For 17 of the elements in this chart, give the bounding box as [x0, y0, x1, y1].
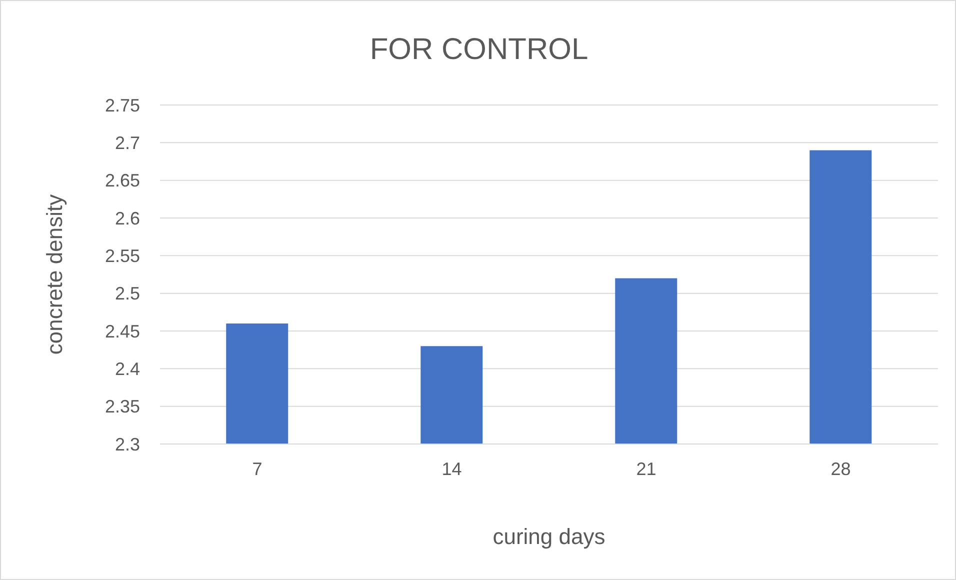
y-tick-label: 2.5: [114, 284, 140, 304]
y-tick-label: 2.6: [114, 208, 140, 228]
chart-title: FOR CONTROL: [368, 33, 590, 67]
y-tick-label: 2.55: [104, 246, 140, 266]
y-tick-label: 2.4: [114, 359, 140, 380]
y-tick-label: 2.75: [104, 95, 140, 116]
y-tick-label: 2.35: [104, 396, 140, 417]
x-axis-title: curing days: [492, 524, 606, 549]
x-tick-label: 28: [830, 458, 851, 479]
x-tick-label: 21: [636, 458, 656, 479]
y-axis-title: concrete density: [42, 194, 67, 355]
y-tick-label: 2.3: [114, 434, 140, 454]
y-tick-label: 2.65: [104, 170, 140, 191]
x-tick-label: 14: [442, 458, 462, 479]
x-tick-label: 7: [252, 458, 262, 479]
y-tick-label: 2.45: [104, 321, 140, 342]
y-tick-label: 2.7: [114, 133, 140, 154]
